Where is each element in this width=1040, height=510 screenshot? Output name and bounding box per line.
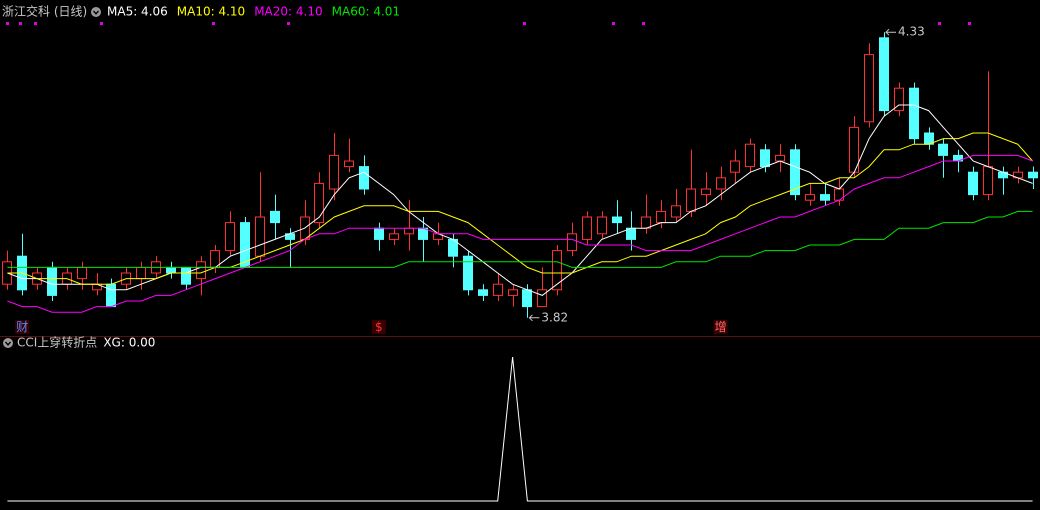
candle-body [196, 261, 206, 280]
candle-body [314, 182, 324, 224]
indicator-line [7, 356, 1033, 502]
legend-entry: MA10: 4.10 [177, 5, 245, 19]
candle-body [983, 166, 993, 196]
signal-dot [34, 22, 37, 25]
candle-body [641, 216, 651, 229]
candle-body [374, 227, 384, 240]
candle-body [225, 222, 235, 252]
candle-body [567, 233, 577, 252]
signal-dot [6, 22, 9, 25]
candle-body [879, 37, 889, 112]
ma-line [7, 154, 1033, 313]
candle-body [597, 216, 607, 235]
ma-line [7, 210, 1033, 268]
annotation: 4.33 [898, 25, 925, 39]
signal-dot [642, 22, 645, 25]
candle-body [790, 149, 800, 196]
candle-body [805, 194, 815, 201]
candle-body [344, 160, 354, 168]
candle-body [820, 194, 830, 201]
candle-body [166, 266, 176, 274]
candle-body [404, 227, 414, 235]
candle-body [938, 143, 948, 156]
candle-body [493, 283, 503, 296]
candle-body [329, 154, 339, 190]
candle-body [418, 227, 428, 240]
candle-body [522, 289, 532, 308]
candle-body [656, 210, 666, 224]
candle-body [255, 216, 265, 257]
annotation-arrow [528, 314, 540, 322]
event-badge-bg [371, 320, 386, 334]
event-marker: $ [375, 320, 383, 334]
candle-body [716, 177, 726, 190]
signal-dot [938, 22, 941, 25]
candle-body [745, 143, 755, 168]
signal-dot [212, 22, 215, 25]
candle-body [730, 160, 740, 173]
price-panel: 浙江交科 (日线) MA5: 4.06 MA10: 4.10 MA20: 4.10 MA… [2, 4, 1038, 334]
menu-icon[interactable] [3, 338, 13, 348]
candle-body [671, 205, 681, 218]
candle-body [136, 266, 146, 280]
candle-body [389, 233, 399, 240]
signal-dot [968, 22, 971, 25]
event-marker: 增 [715, 320, 727, 334]
signal-dot [100, 22, 103, 25]
legend-entry: MA20: 4.10 [254, 5, 322, 19]
candle-body [968, 171, 978, 196]
legend-entry: MA60: 4.01 [332, 5, 400, 19]
candle-body [270, 210, 280, 224]
candle-body [537, 289, 547, 308]
signal-dot [19, 22, 22, 25]
annotation: 3.82 [541, 310, 568, 324]
candle-body [909, 87, 919, 140]
menu-icon[interactable] [91, 7, 101, 17]
event-badge-bg [713, 320, 728, 334]
candle-body [552, 250, 562, 291]
candle-body [760, 149, 770, 168]
candle-body [47, 266, 57, 296]
candle-body [582, 216, 592, 240]
candle-body [77, 266, 87, 280]
candle-body [181, 266, 191, 285]
legend-entry: MA5: 4.06 [107, 5, 168, 19]
event-badge-bg [15, 320, 30, 334]
menu-icon-chevron [92, 10, 100, 15]
signal-dot [287, 22, 290, 25]
candle-body [359, 166, 369, 190]
menu-icon-chevron [4, 341, 12, 346]
candle-body [463, 255, 473, 291]
candle-body [1028, 171, 1038, 179]
candle-body [701, 188, 711, 196]
candle-body [775, 154, 785, 162]
signal-dots [6, 22, 971, 25]
candle-body [508, 289, 518, 296]
signal-dot [612, 22, 615, 25]
candle-body [864, 54, 874, 123]
candle-body [478, 289, 488, 296]
candle-body [894, 87, 904, 112]
event-marker: 财 [16, 320, 28, 334]
candle-body [612, 216, 622, 224]
chart-title: CCI上穿转折点 [17, 335, 97, 350]
legend-entry: XG: 0.00 [103, 336, 155, 350]
indicator-panel: CCI上穿转折点 XG: 0.00 [3, 335, 1033, 502]
annotation-arrow [885, 28, 896, 36]
signal-dot [523, 22, 526, 25]
candle-body [106, 283, 116, 308]
chart-title: 浙江交科 (日线) [2, 4, 87, 19]
candle-body [686, 188, 696, 212]
